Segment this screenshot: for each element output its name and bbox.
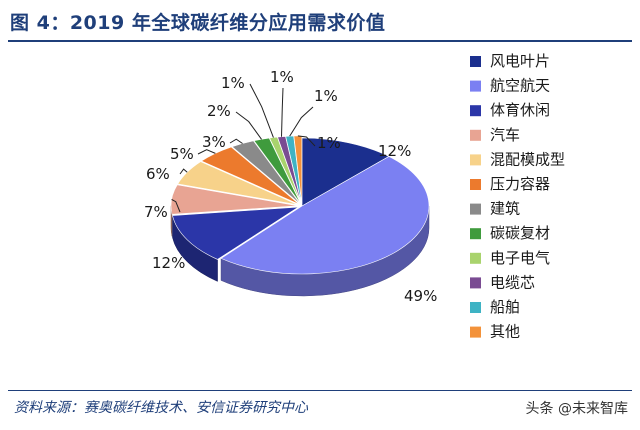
source-divider xyxy=(8,390,632,391)
legend-swatch xyxy=(470,154,481,166)
legend-label: 压力容器 xyxy=(490,175,550,193)
slice-label: 1% xyxy=(317,134,341,152)
title-divider xyxy=(8,40,632,42)
pie-slice-体育休闲 xyxy=(172,206,300,260)
legend-label: 碳碳复材 xyxy=(490,224,550,242)
legend-swatch xyxy=(470,302,481,313)
slice-label: 12% xyxy=(152,254,185,272)
label-layer: 12% 49% 12% 7% 6%5% 3% 2% 1% 1% 1% 1% xyxy=(144,68,437,305)
slice-label: 12% xyxy=(378,142,411,160)
pie-slice-航空航天 xyxy=(220,156,430,275)
legend-swatch xyxy=(470,326,481,338)
legend-label: 航空航天 xyxy=(490,77,550,95)
legend-label: 混配模成型 xyxy=(490,150,565,168)
legend-swatch xyxy=(470,179,481,190)
legend-swatch xyxy=(470,203,481,215)
watermark: 头条 @未来智库 xyxy=(525,401,628,417)
legend-label: 电缆芯 xyxy=(490,273,535,291)
slice-label: 1% xyxy=(221,74,245,92)
slice-label: 3% xyxy=(202,133,226,151)
legend-label: 电子电气 xyxy=(490,249,550,267)
leader-line xyxy=(249,83,274,138)
leader-line xyxy=(281,87,284,137)
legend-swatch xyxy=(470,228,481,240)
leader-line xyxy=(289,106,314,137)
legend-label: 其他 xyxy=(490,323,520,341)
slice-label: 2% xyxy=(207,102,231,120)
slice-label: 1% xyxy=(314,87,338,105)
pie-chart: 12% 49% 12% 7% 6%5% 3% 2% 1% 1% 1% 1% 风电叶片航空航天体育休闲… xyxy=(144,52,565,341)
leader-line xyxy=(197,149,216,155)
legend-label: 风电叶片 xyxy=(490,52,550,70)
leader-line xyxy=(229,138,243,144)
pie-slice-汽车 xyxy=(170,184,299,215)
slice-label: 49% xyxy=(404,287,437,305)
leader-line xyxy=(179,168,188,175)
leader-line xyxy=(297,135,316,147)
legend-label: 船舶 xyxy=(490,298,520,316)
source-note: 资料来源：赛奥碳纤维技术、安信证券研究中心 xyxy=(14,400,308,416)
pie-slice-压力容器 xyxy=(200,146,300,205)
pie-slice-混配模成型 xyxy=(177,161,299,206)
legend-swatch xyxy=(470,252,481,264)
legend-swatch xyxy=(470,80,481,92)
legend-swatch xyxy=(470,129,481,141)
pie-slice-风电叶片 xyxy=(301,137,390,207)
leader-line xyxy=(235,111,262,140)
chart-title: 图 4：2019 年全球碳纤维分应用需求价值 xyxy=(10,12,386,34)
slice-label: 1% xyxy=(270,68,294,86)
slice-label: 6% xyxy=(146,165,170,183)
slice-label: 5% xyxy=(170,145,194,163)
legend-swatch xyxy=(470,277,481,289)
legend-label: 汽车 xyxy=(490,126,520,144)
pie-slice-其他 xyxy=(293,135,303,204)
legend-label: 建筑 xyxy=(490,200,520,218)
legend-label: 体育休闲 xyxy=(490,101,550,119)
slice-label: 7% xyxy=(144,203,168,221)
leader-line xyxy=(171,198,181,213)
legend-swatch xyxy=(470,105,481,117)
legend-swatch xyxy=(470,56,481,67)
